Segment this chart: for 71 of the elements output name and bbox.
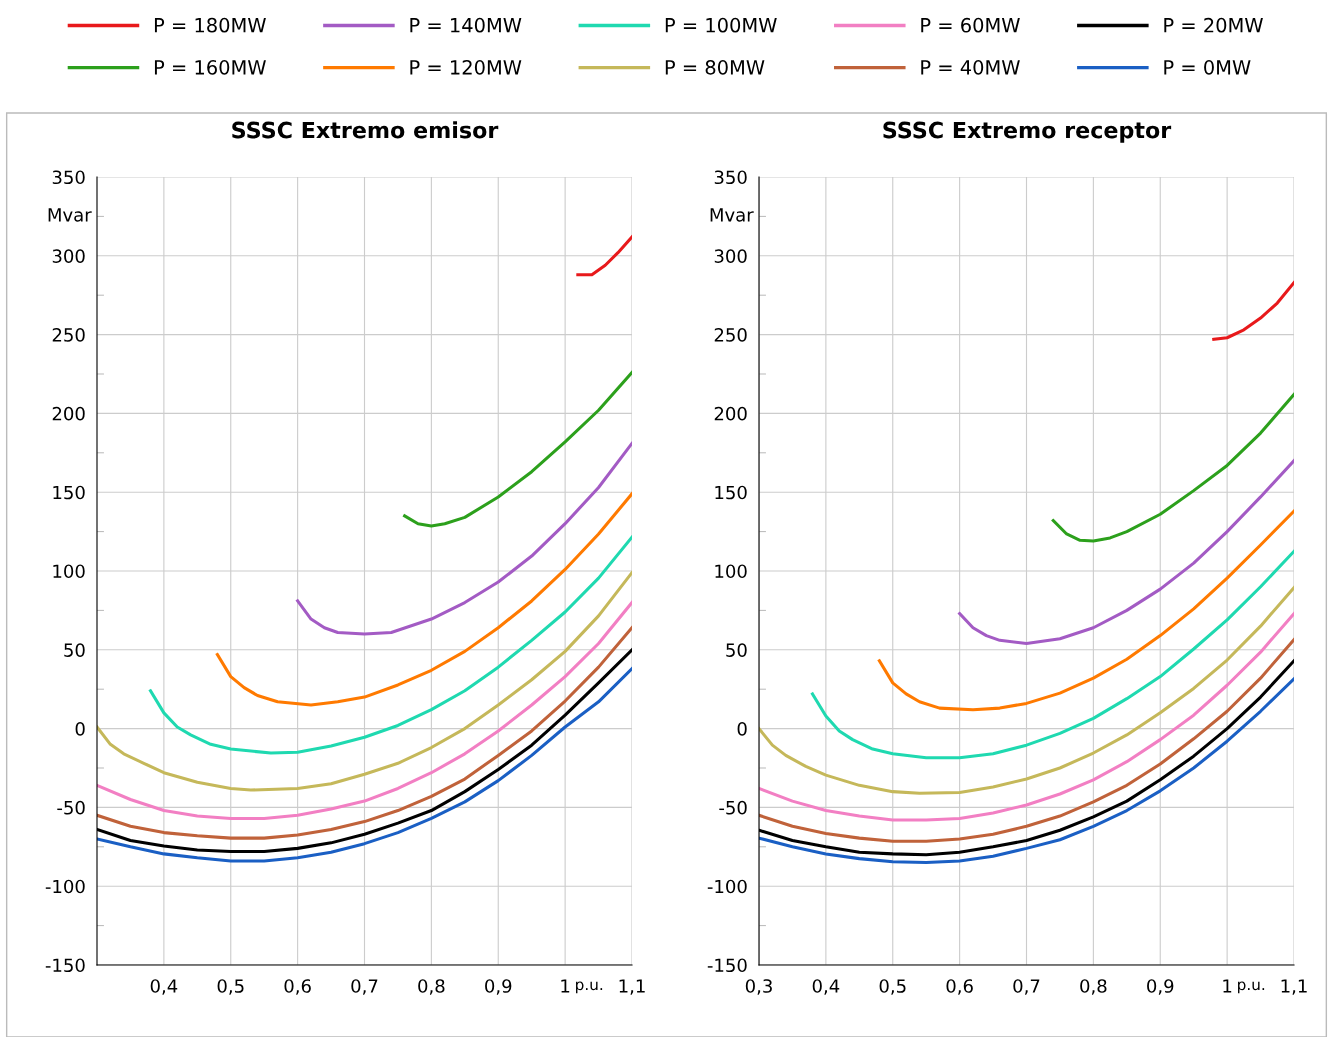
y-tick-label: 0 <box>75 722 85 736</box>
y-tick-label: 250 <box>714 328 747 342</box>
x-tick-label: 0,7 <box>1013 979 1040 995</box>
line-series <box>576 235 632 277</box>
y-tick-label: 350 <box>714 170 747 185</box>
x-tick-label: 0,9 <box>485 979 512 995</box>
line-series <box>958 459 1294 646</box>
y-tick-label: 0 <box>737 722 747 736</box>
line-series <box>759 586 1294 795</box>
y-tick-label: 300 <box>714 249 747 263</box>
y-tick-label: -50 <box>57 800 85 815</box>
y-tick-label: 100 <box>715 564 747 579</box>
line-series <box>97 600 632 820</box>
line-series <box>759 612 1294 822</box>
legend-label: P = 80MW <box>665 60 765 75</box>
x-tick-label: 0,3 <box>745 979 772 995</box>
y-tick-label: -150 <box>45 958 85 973</box>
y-tick-label: -100 <box>45 879 85 894</box>
legend-label: P = 20MW <box>1164 17 1263 33</box>
line-series <box>759 638 1294 843</box>
legend-label: P = 160MW <box>154 60 266 75</box>
y-tick-label: 200 <box>714 406 747 421</box>
y-axis-title: Mvar <box>710 208 754 222</box>
line-series <box>403 370 632 528</box>
legend-label: P = 120MW <box>410 60 522 75</box>
line-series <box>877 509 1294 712</box>
x-tick-label: 0,5 <box>217 979 244 995</box>
y-tick-label: -50 <box>719 800 747 815</box>
x-tick-label: 0,6 <box>946 979 973 995</box>
line-series <box>810 549 1294 760</box>
x-tick-label: 1,1 <box>619 979 645 995</box>
y-tick-label: -100 <box>707 879 747 894</box>
legend-label: P = 40MW <box>921 60 1020 75</box>
legend-label: P = 60MW <box>921 17 1020 33</box>
legend-label: P = 140MW <box>410 17 522 33</box>
x-tick-label: 1 <box>1223 979 1232 993</box>
line-series <box>148 535 632 755</box>
x-tick-label: 0,9 <box>1147 979 1174 995</box>
x-tick-label: 0,4 <box>150 979 178 995</box>
line-series <box>97 571 632 792</box>
line-series <box>1051 392 1294 543</box>
x-tick-label: 0,6 <box>284 979 311 995</box>
y-tick-label: 200 <box>52 406 85 421</box>
y-tick-label: 350 <box>52 170 85 185</box>
line-series <box>1212 281 1294 341</box>
x-tick-label: 0,8 <box>1080 979 1107 995</box>
legend-label: P = 100MW <box>665 17 777 33</box>
y-tick-label: 250 <box>52 328 85 342</box>
y-tick-label: 150 <box>53 485 85 500</box>
legend-label: P = 180MW <box>154 17 266 33</box>
x-axis-title: p.u. <box>1238 981 1265 994</box>
x-tick-label: 0,7 <box>351 979 378 995</box>
line-series <box>215 492 632 707</box>
x-tick-label: 0,8 <box>418 979 445 995</box>
y-tick-label: 150 <box>715 485 747 500</box>
y-tick-label: 100 <box>53 564 85 579</box>
x-tick-label: 1 <box>561 979 570 993</box>
y-tick-label: 50 <box>64 643 85 657</box>
y-axis-title: Mvar <box>48 208 92 222</box>
y-tick-label: -150 <box>707 958 747 973</box>
line-series <box>97 626 632 840</box>
y-tick-label: 50 <box>726 643 747 657</box>
legend-label: P = 0MW <box>1164 60 1251 75</box>
x-tick-label: 1,1 <box>1281 979 1307 995</box>
x-tick-label: 0,5 <box>879 979 906 995</box>
line-series <box>296 441 632 636</box>
chart-title: SSSC Extremo emisor <box>232 121 499 139</box>
x-tick-label: 0,4 <box>812 979 840 995</box>
chart-title: SSSC Extremo receptor <box>883 121 1172 143</box>
x-axis-title: p.u. <box>576 981 603 994</box>
y-tick-label: 300 <box>52 249 85 263</box>
